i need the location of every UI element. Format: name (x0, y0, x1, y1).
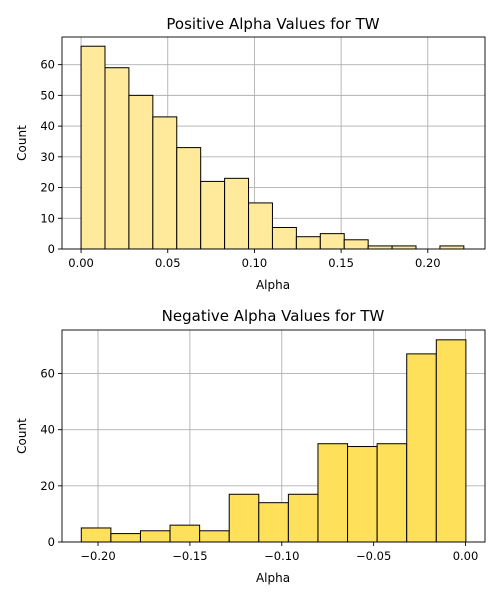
histogram-bar (110, 533, 141, 543)
x-tick-label: −0.10 (264, 549, 299, 563)
x-tick-label: −0.20 (80, 549, 115, 563)
histogram-bar (80, 45, 106, 250)
histogram-bar (80, 527, 112, 543)
y-tick-label: 60 (40, 58, 55, 72)
histogram-bar (248, 202, 273, 250)
x-tick-label: 0.15 (328, 256, 354, 270)
x-tick-label: −0.15 (172, 549, 207, 563)
histogram-bar (435, 339, 467, 543)
y-tick-label: 40 (40, 119, 55, 133)
histogram-bar (317, 443, 349, 543)
histogram-bar (200, 180, 226, 250)
histogram-bar (139, 530, 171, 543)
x-axis-label: Alpha (256, 278, 290, 292)
x-axis-label: Alpha (256, 571, 290, 585)
x-tick-label: 0.00 (453, 549, 479, 563)
histogram-bar (128, 94, 154, 250)
histogram-bar (406, 353, 437, 543)
y-tick-label: 50 (40, 88, 55, 102)
x-tick-label: −0.05 (356, 549, 391, 563)
histogram-bar (169, 524, 201, 543)
x-tick-label: 0.20 (415, 256, 441, 270)
histogram-bar (104, 67, 130, 250)
histogram-bar (199, 530, 230, 543)
positive-alpha-histogram: Positive Alpha Values for TW 0.00 0.05 0.1… (15, 15, 486, 292)
y-axis-label: Count (15, 418, 29, 454)
y-tick-label: 10 (40, 211, 55, 225)
histogram-bar (228, 493, 260, 543)
histogram-bar (152, 116, 178, 250)
histogram-bar (343, 239, 369, 250)
histogram-bar (347, 446, 378, 543)
plot-frame (61, 329, 486, 543)
histogram-bar (295, 236, 321, 250)
histogram-bar (271, 226, 297, 250)
chart-title: Positive Alpha Values for TW (166, 15, 379, 33)
y-tick-label: 30 (40, 150, 55, 164)
plot-frame (61, 36, 486, 250)
histogram-bar (439, 245, 465, 250)
histogram-bar (258, 502, 289, 543)
chart-title: Negative Alpha Values for TW (162, 307, 385, 325)
histogram-bar (376, 443, 408, 543)
histogram-bar (176, 147, 202, 250)
histogram-bar (367, 245, 393, 250)
histogram-bar (391, 245, 417, 250)
y-axis-label: Count (15, 125, 29, 161)
histogram-bar (319, 233, 345, 250)
x-tick-label: 0.05 (155, 256, 181, 270)
negative-alpha-histogram: Negative Alpha Values for TW −0.20 −0.15 −… (15, 307, 486, 585)
y-tick-label: 0 (48, 242, 55, 256)
histogram-bar (287, 493, 319, 543)
x-tick-label: 0.10 (242, 256, 268, 270)
y-tick-label: 40 (40, 423, 55, 437)
y-tick-label: 20 (40, 181, 55, 195)
histogram-bar (224, 177, 250, 250)
y-tick-label: 20 (40, 479, 55, 493)
y-tick-label: 0 (48, 535, 55, 549)
y-tick-label: 60 (40, 367, 55, 381)
x-tick-label: 0.00 (68, 256, 94, 270)
